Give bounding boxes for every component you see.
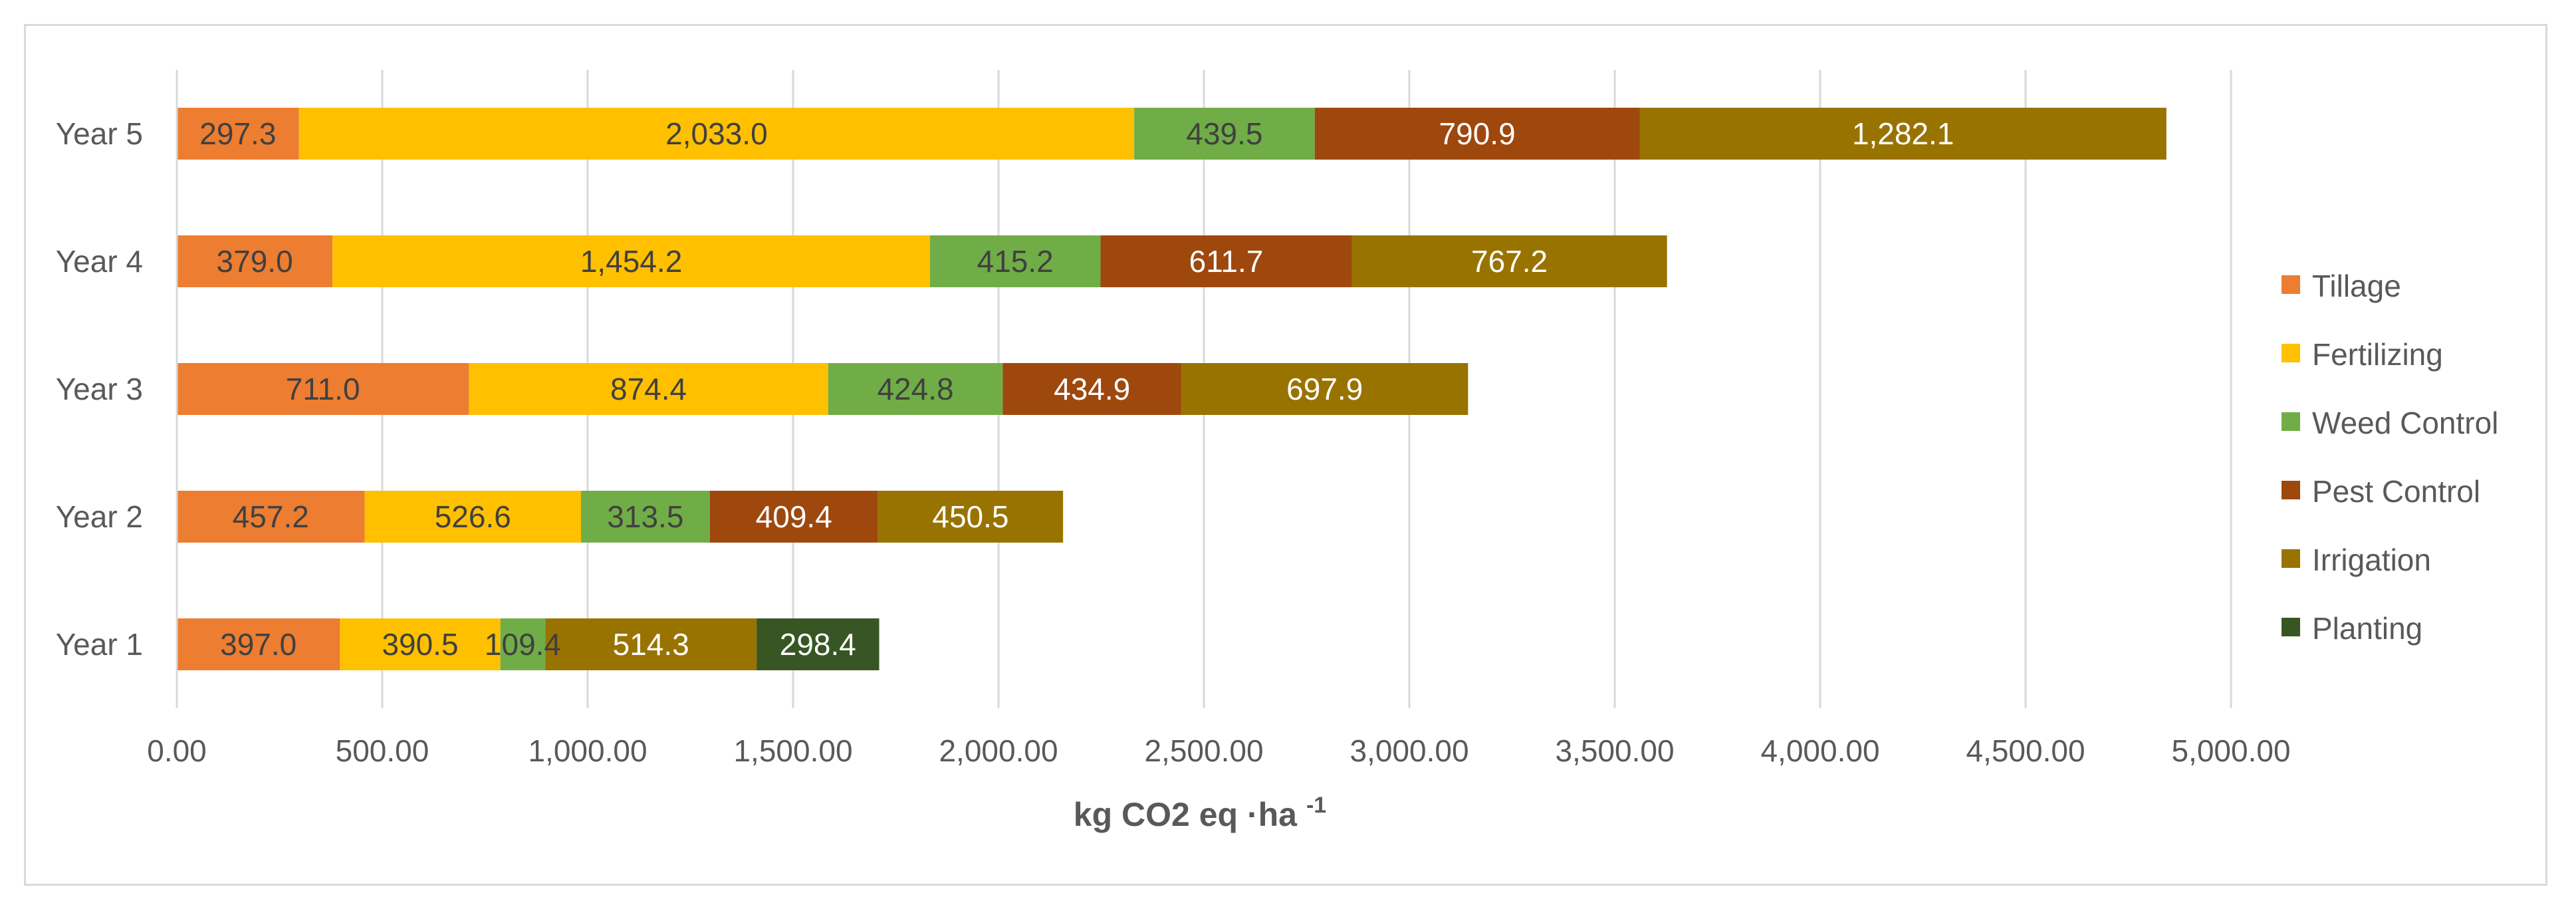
legend: Tillage Fertilizing Weed Control Pest Contr… [2282,269,2498,646]
legend-swatch [2282,412,2300,431]
bar-segment [1639,108,2166,160]
bar-segment [878,491,1064,543]
data-label: 611.7 [1189,244,1264,279]
legend-label: Fertilizing [2312,337,2443,372]
data-label: 439.5 [1186,116,1262,151]
data-label: 297.3 [199,116,276,151]
data-label: 514.3 [613,627,689,662]
data-label: 379.0 [217,244,293,279]
gridlines [381,70,2232,708]
chart-frame [24,24,2547,886]
category-label: Year 1 [56,627,143,662]
data-label: 767.2 [1471,244,1548,279]
data-label: 697.9 [1286,372,1363,406]
x-tick-label: 4,000.00 [1760,733,1879,768]
legend-swatch [2282,481,2300,499]
bar-segment [177,108,299,160]
data-label: 790.9 [1439,116,1516,151]
bar-segment [709,491,878,543]
data-label: 874.4 [610,372,687,406]
legend-label: Pest Control [2312,474,2480,509]
x-tick-label: 4,500.00 [1966,733,2085,768]
bar-segment [545,618,757,670]
data-label: 1,454.2 [580,244,682,279]
legend-swatch [2282,618,2300,636]
bar-segment [332,235,930,287]
bar-segment [364,491,581,543]
bar-segment [177,235,333,287]
bar-segment [828,363,1003,415]
x-tick-label: 1,500.00 [733,733,852,768]
data-label: 2,033.0 [665,116,767,151]
bar-segment [500,618,546,670]
bar-segment [1314,108,1640,160]
bar-segment [580,491,710,543]
bar-segment [1351,235,1667,287]
data-label: 109.4 [485,627,561,662]
x-tick-label: 2,500.00 [1144,733,1263,768]
category-label: Year 2 [56,499,143,534]
bar-segment [1100,235,1352,287]
category-label: Year 3 [56,372,143,406]
data-label: 313.5 [607,499,683,534]
bar-segment [298,108,1135,160]
data-label: 434.9 [1054,372,1130,406]
data-label: 397.0 [220,627,296,662]
category-label: Year 4 [56,244,143,279]
x-tick-label: 3,500.00 [1555,733,1674,768]
x-tick-label: 3,000.00 [1349,733,1468,768]
data-label: 415.2 [977,244,1054,279]
data-label: 390.5 [382,627,458,662]
x-tick-label: 500.00 [336,733,429,768]
legend-label: Planting [2312,611,2422,646]
data-label: 298.4 [780,627,856,662]
x-axis-title: kg CO2 eq ·ha -1 [1074,793,1326,833]
x-tick-label: 1,000.00 [528,733,647,768]
data-labels: 397.0 390.5 109.4 514.3 298.4 457.2 526.6 313.5… [199,116,1954,662]
bar-segment [340,618,501,670]
bar-segment [757,618,879,670]
x-tick-label: 2,000.00 [939,733,1058,768]
bars [177,108,2166,670]
data-label: 457.2 [233,499,309,534]
axes: 0.00 500.00 1,000.00 1,500.00 2,000.00 2,500.… [56,70,2291,768]
data-label: 409.4 [756,499,832,534]
bar-segment [1002,363,1182,415]
legend-swatch [2282,275,2300,294]
bar-segment [177,363,469,415]
x-tick-label: 5,000.00 [2171,733,2290,768]
bar-segment [469,363,828,415]
x-tick-label: 0.00 [147,733,207,768]
bar-segment [1181,363,1468,415]
data-label: 424.8 [877,372,953,406]
legend-swatch [2282,344,2300,362]
category-label: Year 5 [56,116,143,151]
bar-segment [929,235,1101,287]
data-label: 1,282.1 [1852,116,1954,151]
bar-segment [177,618,340,670]
bar-segment [177,491,365,543]
bar-segment [1134,108,1315,160]
data-label: 450.5 [932,499,1008,534]
data-label: 711.0 [286,372,360,406]
legend-label: Weed Control [2312,406,2498,440]
legend-label: Tillage [2312,269,2401,303]
legend-label: Irrigation [2312,543,2431,577]
legend-swatch [2282,549,2300,568]
data-label: 526.6 [435,499,511,534]
